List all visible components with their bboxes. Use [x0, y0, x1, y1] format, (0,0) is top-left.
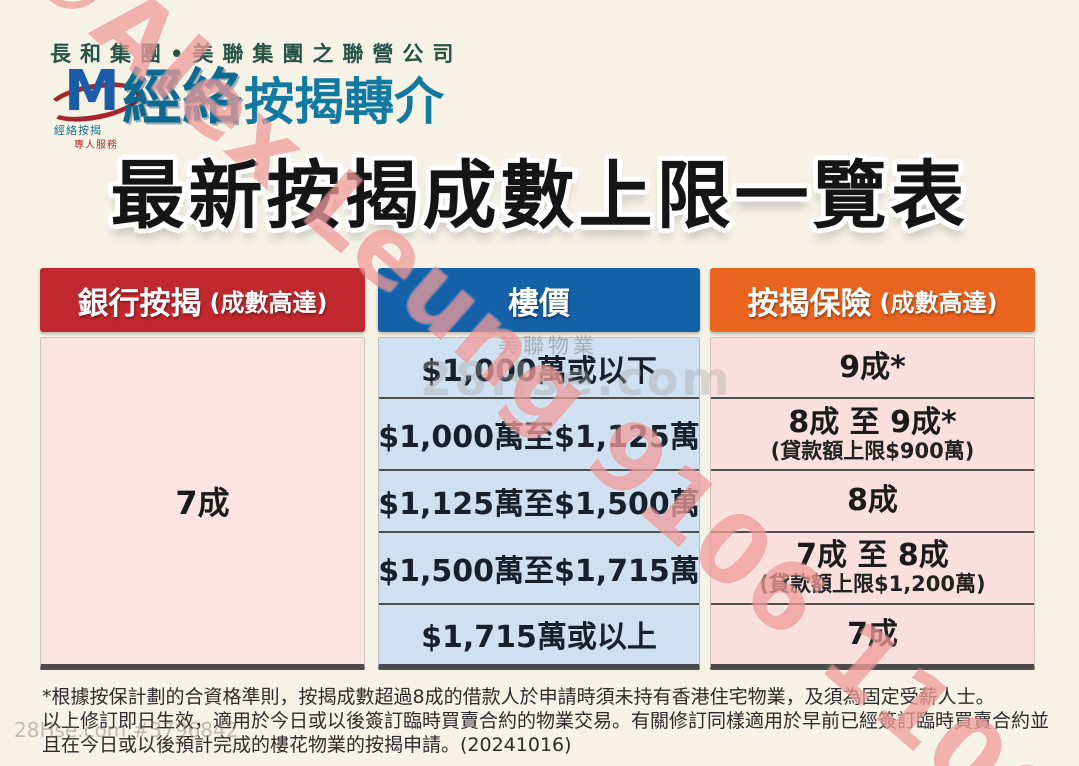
mreferral-logo: M 經絡按揭 專人服務	[43, 64, 162, 151]
property-price-body: $1,000萬或以下 $1,000萬至$1,125萬 $1,125萬至$1,50…	[378, 337, 700, 670]
company-line: 長和集團•美聯集團之聯營公司	[50, 41, 463, 66]
insurance-ratio: 8成	[847, 483, 898, 519]
insurance-ratio: 9成*	[839, 350, 906, 386]
price-row: $1,125萬至$1,500萬	[378, 471, 700, 533]
price-value: $1,715萬或以上	[421, 620, 657, 656]
insurance-row: 7成 至 8成 (貸款額上限$1,200萬)	[711, 533, 1034, 605]
insurance-row: 7成	[711, 605, 1034, 664]
price-value: $1,000萬或以下	[421, 353, 657, 389]
insurance-ratio: 7成 至 8成	[796, 538, 949, 574]
price-row: $1,000萬或以下	[379, 338, 699, 400]
insurance-header-suffix: (成數高達)	[879, 288, 998, 317]
price-header-label: 樓價	[508, 285, 570, 322]
price-value: $1,500萬至$1,715萬	[378, 553, 700, 589]
bank-mortgage-body: 7成	[40, 337, 365, 670]
bank-header-suffix: (成數高達)	[209, 288, 328, 317]
logo-sublabel-1: 經絡按揭	[54, 124, 102, 137]
insurance-note: (貸款額上限$900萬)	[770, 438, 975, 463]
mortgage-insurance-header: 按揭保險 (成數高達)	[710, 268, 1035, 332]
price-value: $1,125萬至$1,500萬	[378, 486, 700, 522]
brand-name: 經絡 按揭轉介	[122, 68, 444, 128]
page-title: 最新按揭成數上限一覽表	[110, 153, 969, 239]
footnote-line-2: 以上修訂即日生效，適用於今日或以後簽訂臨時買賣合約的物業交易。有關修訂同樣適用於…	[42, 709, 1050, 732]
insurance-row: 9成*	[711, 338, 1034, 400]
footnote-line-1: *根據按保計劃的合資格準則，按揭成數超過8成的借款人於申請時須未持有香港住宅物業…	[42, 686, 995, 708]
insurance-note: (貸款額上限$1,200萬)	[759, 572, 986, 597]
price-row: $1,000萬至$1,125萬	[378, 399, 700, 472]
mortgage-insurance-body: 9成* 8成 至 9成* (貸款額上限$900萬) 8成 7成 至 8成 (貸款…	[710, 337, 1035, 670]
bank-mortgage-header: 銀行按揭 (成數高達)	[40, 268, 365, 332]
mortgage-insurance-column: 按揭保險 (成數高達) 9成* 8成 至 9成* (貸款額上限$900萬) 8成…	[710, 268, 1035, 670]
bank-mortgage-column: 銀行按揭 (成數高達) 7成	[40, 268, 365, 670]
brand-name-rest: 按揭轉介	[244, 72, 444, 131]
price-row: $1,715萬或以上	[379, 605, 699, 664]
insurance-ratio: 7成	[847, 616, 898, 652]
price-row: $1,500萬至$1,715萬	[378, 533, 700, 605]
brand-name-large: 經絡	[122, 63, 242, 133]
footnote-line-3: 且在今日或以後預計完成的樓花物業的按揭申請。(20241016)	[42, 733, 572, 756]
insurance-ratio: 8成 至 9成*	[788, 404, 957, 440]
insurance-header-label: 按揭保險	[747, 285, 872, 322]
property-price-column: 樓價 $1,000萬或以下 $1,000萬至$1,125萬 $1,125萬至$1…	[378, 268, 700, 670]
logo-sublabel-2: 專人服務	[74, 140, 118, 151]
price-value: $1,000萬至$1,125萬	[378, 420, 700, 456]
m-logo-icon: M	[64, 59, 120, 124]
footnotes: *根據按保計劃的合資格準則，按揭成數超過8成的借款人於申請時須未持有香港住宅物業…	[42, 686, 1052, 758]
property-price-header: 樓價	[378, 268, 700, 332]
insurance-row: 8成 至 9成* (貸款額上限$900萬)	[711, 399, 1034, 472]
bank-header-label: 銀行按揭	[77, 285, 202, 322]
bank-ratio-value: 7成	[175, 484, 230, 522]
insurance-row: 8成	[711, 471, 1034, 533]
